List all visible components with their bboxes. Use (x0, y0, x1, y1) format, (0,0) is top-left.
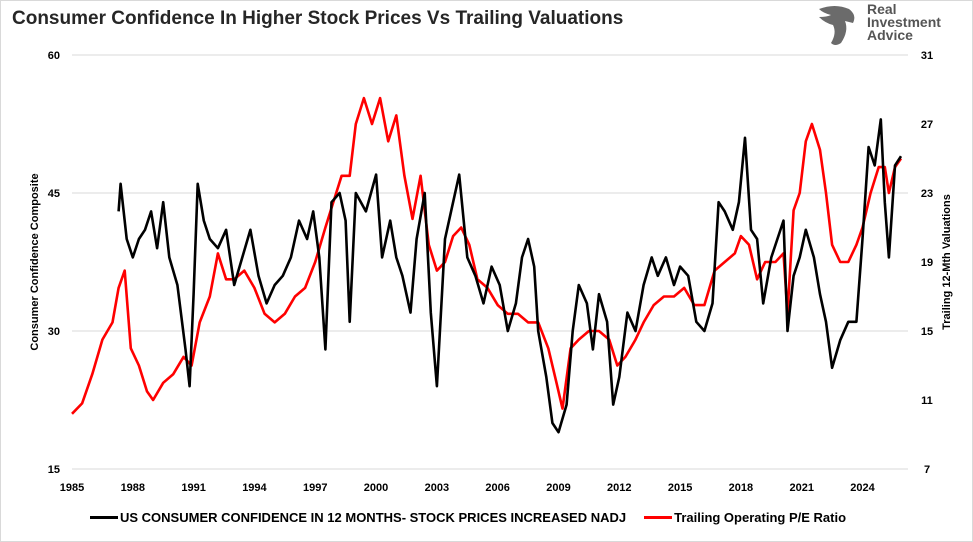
y2-axis-label: Trailing 12-Mth Valuations (941, 194, 953, 330)
legend-label: Trailing Operating P/E Ratio (674, 510, 847, 525)
y2-tick-label: 7 (924, 464, 930, 476)
y2-tick-label: 15 (921, 326, 933, 338)
x-tick-label: 2015 (668, 482, 692, 494)
x-tick-label: 2006 (485, 482, 509, 494)
chart-plot: 1985 1988 1991 1994 1997 2000 2003 2006 2009 2012… (29, 50, 953, 494)
logo: Real Investment Advice (815, 1, 965, 47)
x-tick-label: 2003 (425, 482, 449, 494)
x-tick-label: 2021 (789, 482, 813, 494)
series-line-consumer-confidence (117, 118, 903, 434)
x-tick-label: 1985 (60, 482, 84, 494)
y2-tick-label: 23 (921, 188, 933, 200)
x-tick-label: 2018 (729, 482, 753, 494)
legend-label: US CONSUMER CONFIDENCE IN 12 MONTHS- STO… (120, 510, 627, 525)
x-tick-label: 1994 (242, 482, 267, 494)
x-tick-label: 1988 (121, 482, 145, 494)
chart-title: Consumer Confidence In Higher Stock Pric… (12, 8, 624, 29)
logo-text-line: Advice (867, 27, 913, 43)
y2-tick-label: 27 (921, 119, 933, 131)
eagle-logo-icon (819, 6, 855, 45)
y2-tick-label: 11 (921, 395, 933, 407)
y2-tick-label: 19 (921, 257, 933, 269)
x-tick-label: 2024 (850, 482, 875, 494)
y-tick-label: 45 (48, 188, 60, 200)
legend-swatch-red (644, 516, 673, 519)
series-line-pe-ratio (71, 96, 903, 415)
legend-item-consumer-confidence: US CONSUMER CONFIDENCE IN 12 MONTHS- STO… (90, 510, 626, 525)
x-tick-label: 2009 (546, 482, 570, 494)
legend-swatch-black (90, 516, 118, 519)
y-tick-label: 30 (48, 326, 60, 338)
y2-tick-label: 31 (921, 50, 933, 62)
x-tick-label: 2012 (607, 482, 631, 494)
y-tick-label: 60 (48, 50, 60, 62)
legend-item-pe-ratio: Trailing Operating P/E Ratio (644, 510, 846, 525)
x-tick-label: 1991 (181, 482, 205, 494)
legend: US CONSUMER CONFIDENCE IN 12 MONTHS- STO… (90, 510, 846, 525)
logo-text-line: Real (867, 1, 897, 17)
x-tick-label: 2000 (364, 482, 388, 494)
y-axis-label: Consumer Confidence Composite (29, 173, 41, 350)
logo-text-line: Investment (867, 14, 941, 30)
y-tick-label: 15 (48, 464, 60, 476)
x-tick-label: 1997 (303, 482, 327, 494)
